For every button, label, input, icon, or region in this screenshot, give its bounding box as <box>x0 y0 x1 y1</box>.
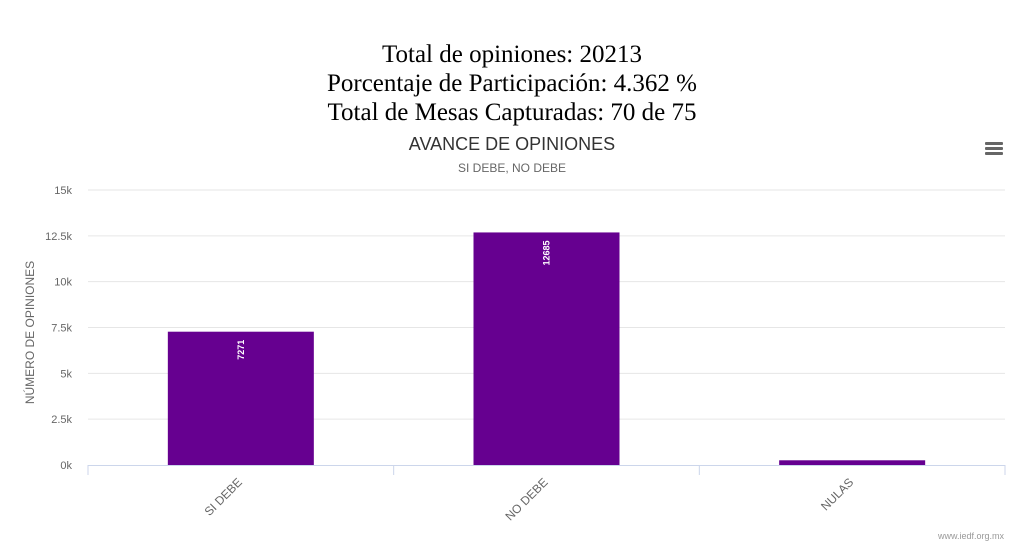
x-category-label: NO DEBE <box>503 475 551 523</box>
bar-si-debe[interactable] <box>167 331 314 465</box>
x-axis-categories: SI DEBE NO DEBE NULAS <box>202 475 857 523</box>
y-axis-label: NÚMERO DE OPINIONES <box>22 261 37 404</box>
y-axis-ticks: 0k 2.5k 5k 7.5k 10k 12.5k 15k <box>45 185 72 472</box>
y-tick-label: 0k <box>60 460 72 472</box>
bar-data-label: 12685 <box>542 240 552 265</box>
bar-nulas[interactable] <box>779 460 926 465</box>
y-tick-label: 2.5k <box>51 414 72 426</box>
y-tick-label: 15k <box>54 185 72 197</box>
chart-title: AVANCE DE OPINIONES <box>408 134 616 154</box>
chart-context-menu-icon[interactable] <box>984 141 1004 157</box>
y-tick-label: 7.5k <box>51 323 72 335</box>
chart-bars: 7271 12685 <box>167 232 926 465</box>
y-tick-label: 5k <box>60 368 72 380</box>
y-tick-label: 12.5k <box>45 231 72 243</box>
x-category-label: SI DEBE <box>202 475 245 518</box>
chart-subtitle: SI DEBE, NO DEBE <box>457 161 567 175</box>
tables-captured-text: Total de Mesas Capturadas: 70 de 75 <box>327 99 697 126</box>
x-axis <box>87 465 1006 475</box>
y-tick-label: 10k <box>54 277 72 289</box>
credit-text[interactable]: www.iedf.org.mx <box>937 531 1004 541</box>
bar-data-label: 7271 <box>236 340 246 360</box>
participation-percentage-text: Porcentaje de Participación: 4.362 % <box>326 70 698 97</box>
bar-no-debe[interactable] <box>473 232 620 465</box>
summary-header: Total de opiniones: 20213 Porcentaje de … <box>0 40 1024 127</box>
x-category-label: NULAS <box>818 475 856 513</box>
total-opinions-text: Total de opiniones: 20213 <box>381 41 643 68</box>
